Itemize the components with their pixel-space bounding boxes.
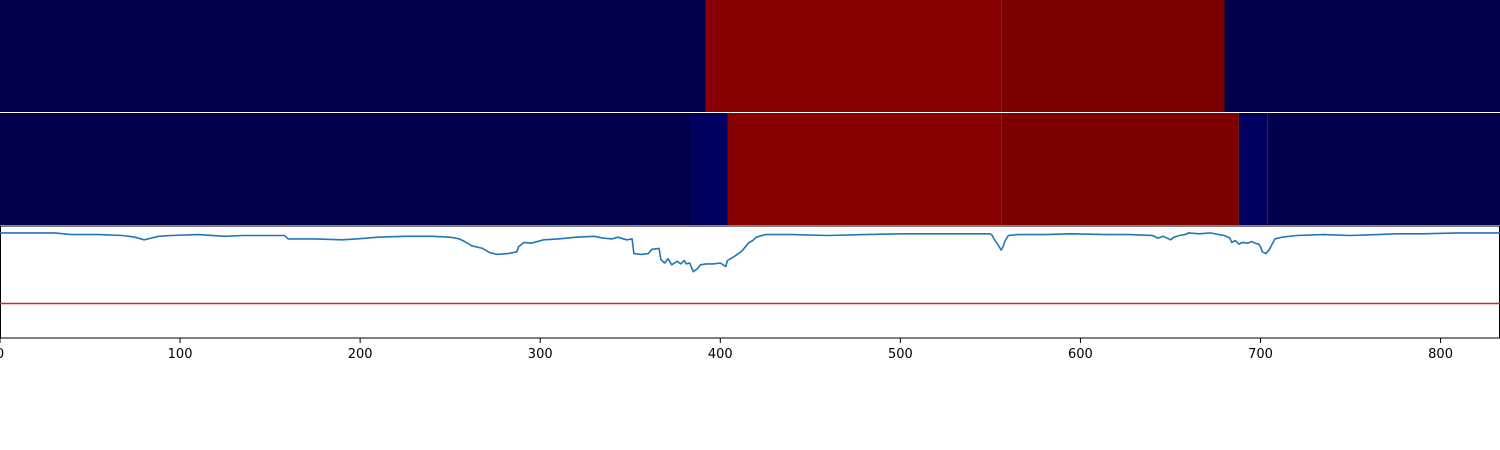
x-axis: 0 100 200 300 400 500 600 700 800 [0, 338, 1453, 362]
heatmap-cell-2-6 [1267, 113, 1500, 225]
heatmap-cell-1-3 [1001, 0, 1225, 112]
x-tick-label-400: 400 [708, 347, 733, 362]
heatmap-cell-1-4 [1224, 0, 1500, 112]
line-plot-panel [0, 225, 1500, 339]
heatmap-cell-1-1 [0, 0, 706, 112]
heatmap-cell-2-4 [1001, 113, 1239, 225]
heatmap-row-1 [0, 0, 1500, 112]
x-tick-label-500: 500 [888, 347, 913, 362]
x-tick-label-700: 700 [1248, 347, 1273, 362]
heatmap-cell-2-1 [0, 113, 692, 225]
x-tick-label-0: 0 [0, 347, 4, 362]
heatmap-cell-2-3 [727, 113, 1002, 225]
heatmap-bands [0, 0, 1500, 225]
x-tick-label-300: 300 [528, 347, 553, 362]
heatmap-row-2 [0, 113, 1500, 225]
series-line-1 [0, 232, 1500, 273]
heatmap-cell-2-5 [1238, 113, 1268, 225]
x-tick-label-100: 100 [168, 347, 193, 362]
x-tick-label-200: 200 [348, 347, 373, 362]
x-tick-label-800: 800 [1428, 347, 1453, 362]
plot-frame [0, 225, 1500, 339]
heatmap-cell-2-2 [691, 113, 728, 225]
x-tick-label-600: 600 [1068, 347, 1093, 362]
heatmap-cell-1-2 [705, 0, 1002, 112]
